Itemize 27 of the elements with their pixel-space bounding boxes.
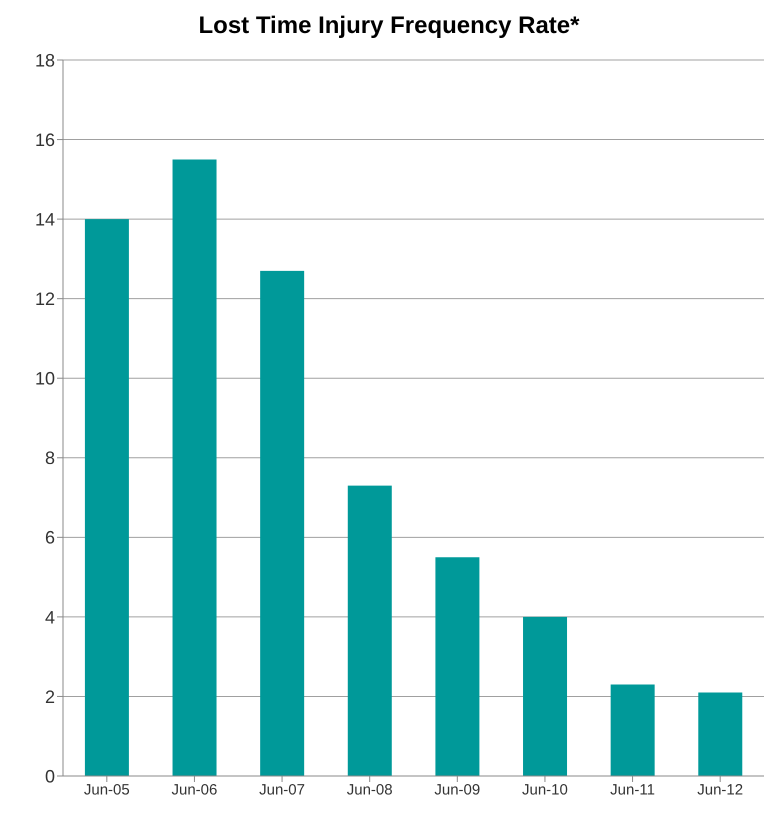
x-tick-label: Jun-07 (259, 782, 305, 799)
y-tick-label: 10 (34, 368, 55, 389)
x-tick-label: Jun-12 (697, 782, 744, 799)
x-tick-label: Jun-06 (172, 782, 218, 799)
y-tick-label: 18 (34, 50, 55, 70)
bar (348, 486, 392, 776)
y-tick-label: 4 (44, 607, 55, 628)
chart-title: Lost Time Injury Frequency Rate* (198, 11, 580, 41)
x-tick-label: Jun-11 (610, 782, 655, 799)
y-tick-label: 0 (44, 766, 55, 786)
x-tick-label: Jun-05 (84, 782, 130, 799)
x-tick-label: Jun-09 (434, 782, 480, 799)
y-tick-label: 14 (34, 210, 55, 230)
bar (84, 219, 129, 776)
bar (260, 270, 304, 776)
bar (435, 557, 480, 776)
y-tick-label: 16 (34, 130, 55, 150)
x-tick-label: Jun-10 (522, 782, 568, 799)
x-tick-label: Jun-08 (346, 782, 393, 799)
bar (698, 692, 742, 776)
y-tick-label: 6 (44, 528, 55, 548)
y-tick-label: 12 (34, 289, 55, 310)
y-tick-label: 8 (44, 448, 55, 468)
y-tick-label: 2 (44, 686, 55, 707)
bar (172, 159, 217, 776)
bar (610, 684, 655, 776)
bar (523, 616, 568, 776)
